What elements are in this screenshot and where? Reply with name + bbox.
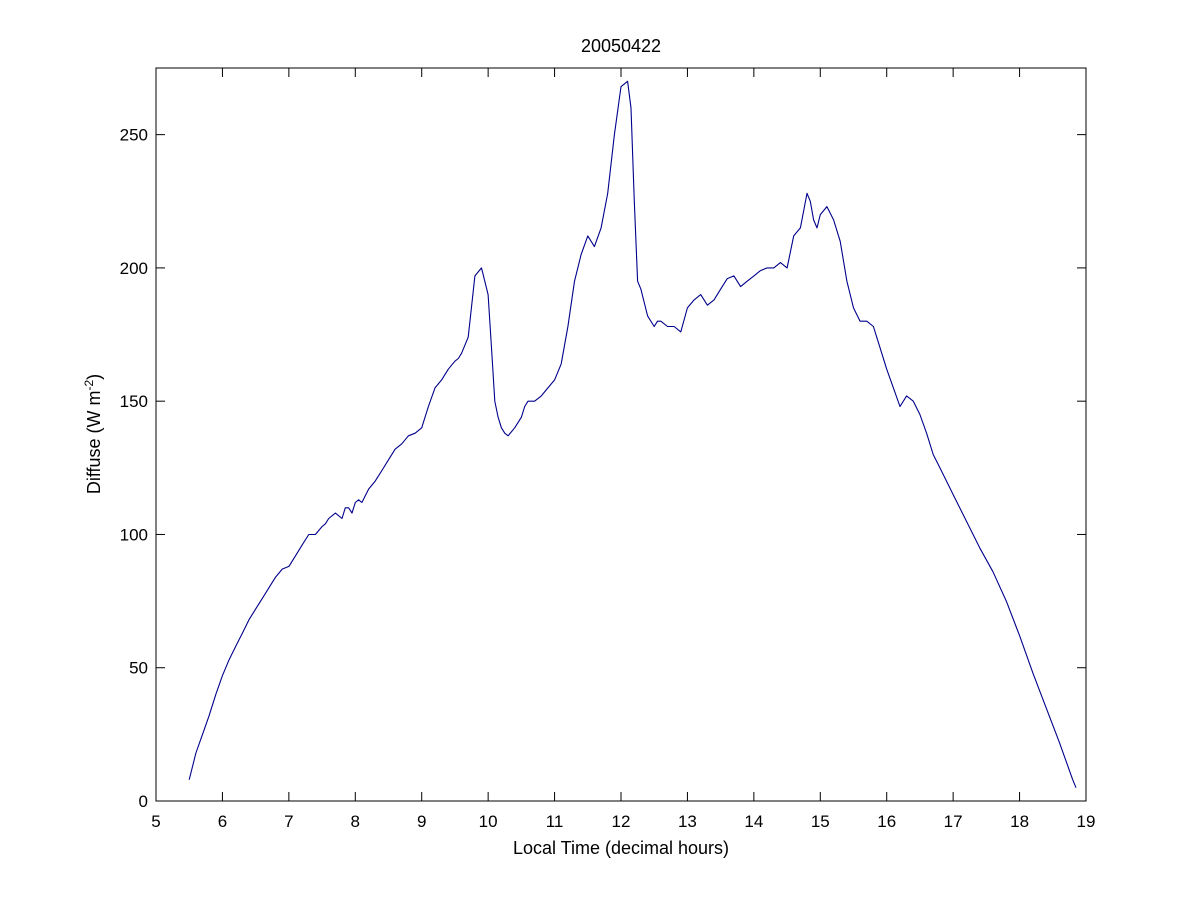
x-tick-label: 18 [1010, 812, 1029, 831]
y-axis-title-superscript: -2 [82, 379, 96, 390]
x-axis-title: Local Time (decimal hours) [513, 838, 729, 858]
x-tick-label: 11 [546, 812, 564, 831]
x-tick-label: 14 [744, 812, 763, 831]
x-tick-label: 8 [351, 812, 360, 831]
x-tick-label: 12 [612, 812, 631, 831]
x-tick-label: 13 [678, 812, 697, 831]
x-axis-ticks: 5 6 7 8 9 10 11 12 13 14 15 16 17 18 19 [151, 68, 1095, 831]
x-tick-label: 10 [479, 812, 498, 831]
y-tick-label: 50 [129, 659, 148, 678]
y-axis-ticks: 0 50 100 150 200 250 [120, 126, 1086, 811]
y-tick-label: 100 [120, 525, 148, 544]
x-tick-label: 5 [151, 812, 160, 831]
y-tick-label: 200 [120, 259, 148, 278]
x-tick-label: 9 [417, 812, 426, 831]
x-tick-label: 7 [284, 812, 293, 831]
x-tick-label: 6 [218, 812, 227, 831]
diffuse-series-line [188, 80, 1077, 788]
x-tick-label: 16 [877, 812, 896, 831]
y-tick-label: 250 [120, 126, 148, 145]
y-tick-label: 0 [139, 792, 148, 811]
x-tick-label: 19 [1077, 812, 1096, 831]
x-tick-label: 15 [811, 812, 830, 831]
chart-title: 20050422 [581, 36, 661, 56]
plot-area-frame [155, 67, 1087, 802]
y-tick-label: 150 [120, 392, 148, 411]
y-axis-title: Diffuse (W m-2) [82, 374, 104, 494]
x-tick-label: 17 [944, 812, 963, 831]
y-axis-title-suffix: ) [84, 374, 104, 380]
y-axis-title-prefix: Diffuse (W m [84, 390, 104, 494]
